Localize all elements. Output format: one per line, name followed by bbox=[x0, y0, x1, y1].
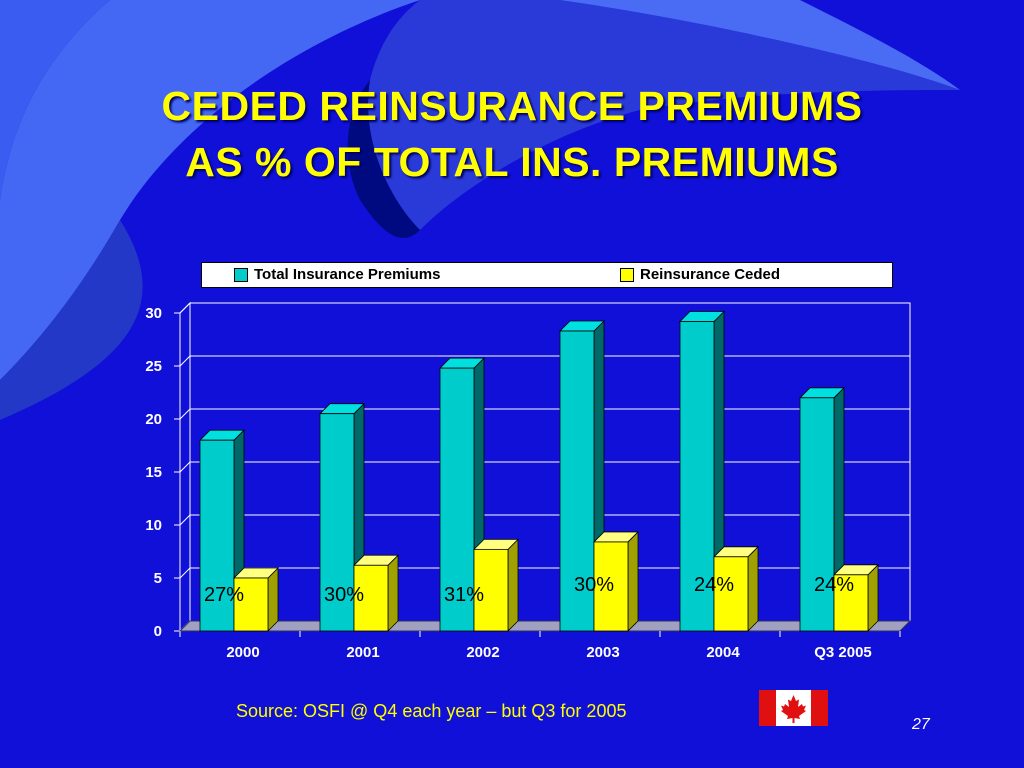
bar-total-q3-2005 bbox=[799, 397, 835, 632]
legend-item-ceded: Reinsurance Ceded bbox=[620, 266, 780, 283]
x-tick-label: 2002 bbox=[466, 644, 499, 661]
y-tick-label: 15 bbox=[145, 464, 162, 481]
y-tick-label: 0 bbox=[154, 623, 162, 640]
data-label: 27% bbox=[204, 584, 244, 606]
data-label: 24% bbox=[814, 574, 854, 596]
bar-ceded-2001-side bbox=[387, 554, 399, 632]
canada-flag-icon bbox=[759, 690, 828, 726]
source-note: Source: OSFI @ Q4 each year – but Q3 for… bbox=[236, 701, 627, 721]
gridline-diag bbox=[179, 514, 191, 526]
legend-item-total: Total Insurance Premiums bbox=[234, 266, 440, 283]
data-label: 30% bbox=[324, 584, 364, 606]
y-tick-label: 10 bbox=[145, 517, 162, 534]
bar-ceded-2004-side bbox=[747, 545, 759, 632]
y-tick-label: 30 bbox=[145, 305, 162, 322]
x-tick-label: 2004 bbox=[706, 644, 740, 661]
legend-label-ceded: Reinsurance Ceded bbox=[640, 266, 781, 283]
gridline-diag bbox=[179, 302, 191, 314]
bar-ceded-2002 bbox=[473, 548, 509, 632]
bar-ceded-q3-2005 bbox=[833, 574, 869, 632]
x-tick-label: 2001 bbox=[346, 644, 379, 661]
bar-total-2002 bbox=[439, 367, 475, 632]
data-label: 30% bbox=[574, 574, 614, 596]
y-tick-label: 25 bbox=[145, 358, 162, 375]
x-tick-label: Q3 2005 bbox=[814, 644, 872, 661]
slide-title: CEDED REINSURANCE PREMIUMS AS % OF TOTAL… bbox=[0, 78, 1024, 190]
data-label: 31% bbox=[444, 584, 484, 606]
bar-total-2001 bbox=[319, 413, 355, 632]
x-tick-label: 2000 bbox=[226, 644, 259, 661]
gridline-diag bbox=[179, 408, 191, 420]
bar-ceded-2000-side bbox=[267, 567, 279, 632]
y-tick-label: 5 bbox=[154, 570, 162, 587]
legend-swatch-ceded bbox=[620, 267, 634, 282]
bar-total-2000 bbox=[199, 439, 235, 632]
bar-ceded-2001 bbox=[353, 564, 389, 632]
x-tick-label: 2003 bbox=[586, 644, 619, 661]
page-number: 27 bbox=[912, 716, 930, 733]
bar-ceded-2000 bbox=[233, 577, 269, 632]
chart-legend: Total Insurance Premiums Reinsurance Ced… bbox=[201, 262, 893, 288]
bar-ceded-2002-side bbox=[507, 538, 519, 632]
title-line-2: AS % OF TOTAL INS. PREMIUMS bbox=[185, 139, 839, 185]
legend-swatch-total bbox=[234, 267, 248, 282]
bar-total-2003 bbox=[559, 330, 595, 632]
bar-total-2004 bbox=[679, 321, 715, 632]
gridline-diag bbox=[179, 355, 191, 367]
bar-ceded-2004 bbox=[713, 556, 749, 632]
title-line-1: CEDED REINSURANCE PREMIUMS bbox=[161, 83, 863, 129]
data-label: 24% bbox=[694, 574, 734, 596]
bar-chart: 0 5 10 15 20 25 30 2000 27% 2001 30% 2002 31% 2003 30%… bbox=[145, 301, 912, 661]
gridline-diag bbox=[179, 461, 191, 473]
bar-ceded-q3-2005-side bbox=[867, 563, 879, 632]
legend-label-total: Total Insurance Premiums bbox=[254, 266, 441, 283]
y-tick-label: 20 bbox=[145, 411, 162, 428]
bar-ceded-2003 bbox=[593, 541, 629, 632]
bar-ceded-2003-side bbox=[627, 530, 639, 632]
gridline-diag bbox=[179, 567, 191, 579]
